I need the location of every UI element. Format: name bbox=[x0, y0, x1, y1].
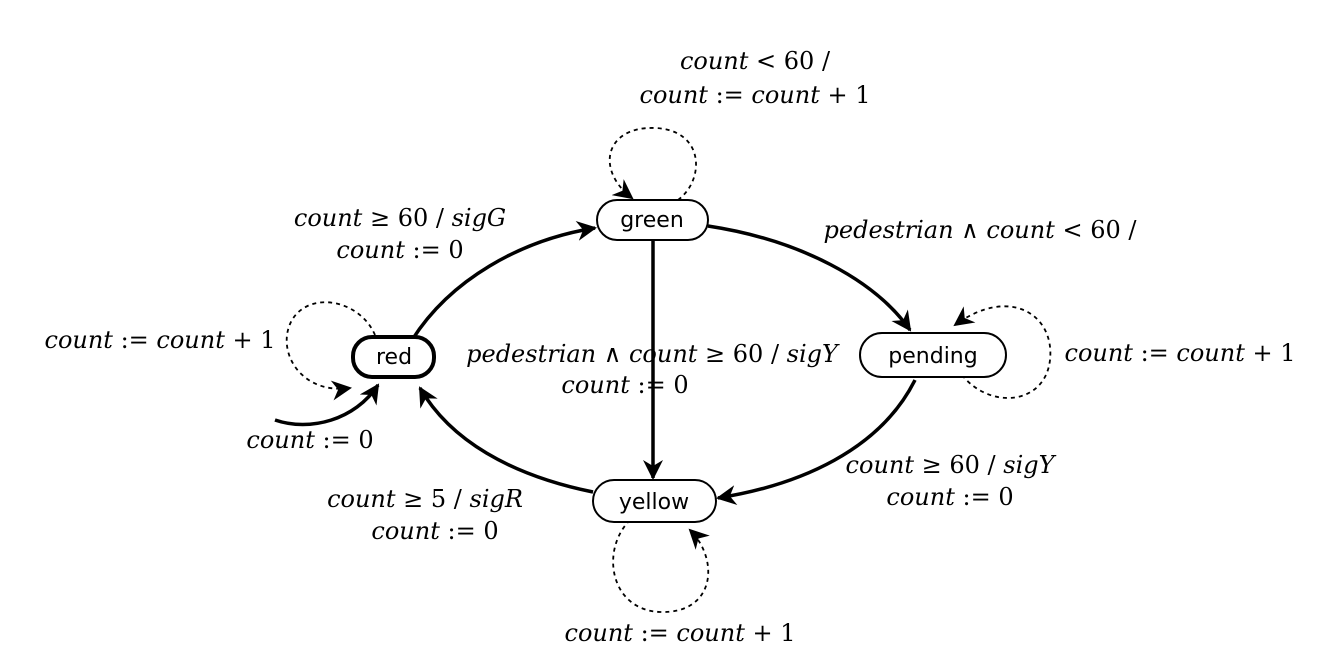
state-red-label: red bbox=[376, 345, 412, 370]
pending-self-loop bbox=[953, 305, 1052, 399]
green-to-yellow-guard-label: pedestrian ∧ count ≥ 60 / sigY bbox=[466, 340, 840, 368]
pending-to-yellow-action-label: count := 0 bbox=[886, 483, 1013, 511]
green-to-pending-edge bbox=[707, 224, 912, 332]
state-green-label: green bbox=[620, 208, 684, 233]
green-self-guard-label: count < 60 / bbox=[680, 47, 831, 75]
green-self-action-label: count := count + 1 bbox=[640, 81, 871, 109]
red-to-green-guard-label: count ≥ 60 / sigG bbox=[294, 204, 506, 232]
pending-to-yellow-guard-label: count ≥ 60 / sigY bbox=[846, 451, 1057, 479]
yellow-self-loop bbox=[612, 519, 710, 613]
red-to-green-action-label: count := 0 bbox=[336, 236, 463, 264]
state-red: red bbox=[351, 335, 436, 379]
pending-to-yellow-edge bbox=[716, 379, 917, 506]
initial-edge bbox=[274, 383, 380, 427]
green-to-yellow-action-label: count := 0 bbox=[561, 371, 688, 399]
green-to-pending-label: pedestrian ∧ count < 60 / bbox=[824, 216, 1138, 244]
red-self-loop bbox=[285, 301, 376, 401]
state-pending: pending bbox=[859, 332, 1007, 378]
pending-self-label: count := count + 1 bbox=[1065, 339, 1296, 367]
red-to-green-edge bbox=[410, 220, 597, 341]
yellow-to-red-action-label: count := 0 bbox=[371, 517, 498, 545]
state-yellow-label: yellow bbox=[619, 490, 689, 515]
yellow-to-red-guard-label: count ≥ 5 / sigR bbox=[327, 485, 523, 513]
state-yellow: yellow bbox=[592, 479, 717, 523]
initial-label: count := 0 bbox=[246, 426, 373, 454]
yellow-self-label: count := count + 1 bbox=[565, 619, 796, 647]
yellow-to-red-edge bbox=[418, 386, 594, 494]
green-self-loop bbox=[608, 127, 697, 201]
red-self-label: count := count + 1 bbox=[45, 326, 276, 354]
state-green: green bbox=[596, 199, 709, 241]
state-pending-label: pending bbox=[888, 344, 977, 369]
